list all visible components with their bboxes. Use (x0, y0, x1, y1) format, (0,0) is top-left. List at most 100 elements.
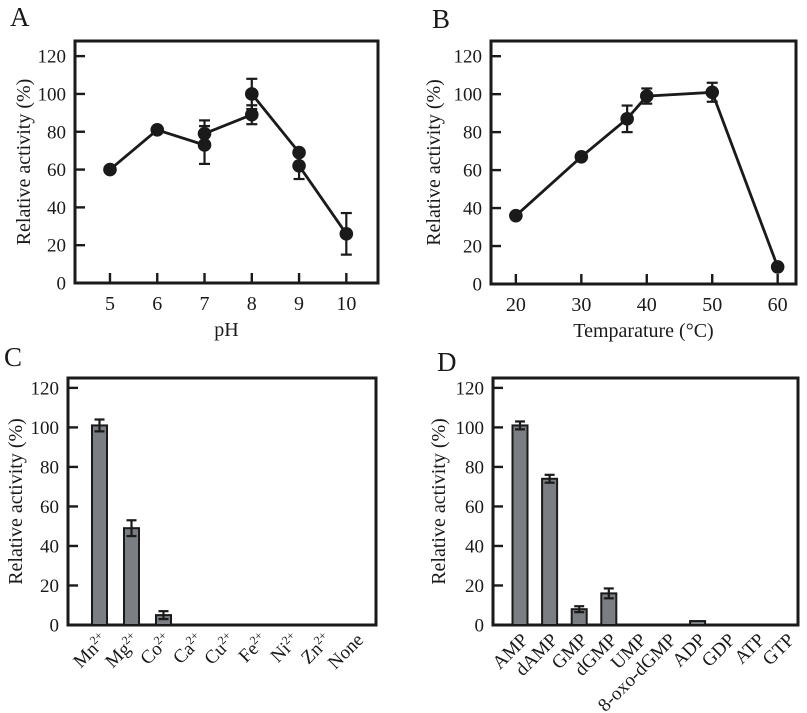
y-tick-label: 40 (47, 198, 66, 219)
data-point (620, 112, 634, 126)
y-axis: 0 20 40 60 80 100 120 (456, 378, 503, 637)
y-tick-label: 120 (31, 378, 60, 399)
plot-frame (73, 39, 380, 285)
panel-label-c: C (4, 342, 23, 372)
x-axis: 20 30 40 50 60 (506, 274, 788, 316)
category-label: Ni2+ (265, 628, 304, 667)
bar (541, 477, 559, 626)
data-point (150, 123, 165, 137)
data-line-segment (203, 113, 253, 135)
y-tick-label: 100 (31, 418, 60, 439)
data-point (574, 150, 589, 164)
data-line-segment (250, 93, 301, 154)
x-tick-label: 9 (294, 293, 304, 315)
y-axis: 0 20 40 60 80 100 120 (38, 47, 85, 295)
data-line-segment (297, 165, 348, 235)
y-axis-title: Relative activity (%) (428, 418, 450, 585)
y-tick-label: 120 (454, 47, 483, 68)
y-tick-label: 60 (47, 160, 66, 181)
x-tick-label: 5 (105, 293, 115, 315)
y-axis: 0 20 40 60 80 100 120 (31, 378, 78, 637)
data-point (705, 85, 720, 100)
x-tick-label: 30 (571, 294, 591, 316)
x-tick-label: 50 (702, 294, 722, 316)
panel-label-d: D (437, 347, 457, 377)
y-tick-label: 60 (463, 161, 482, 182)
y-tick-label: 60 (40, 497, 59, 518)
data-point (292, 145, 306, 160)
y-tick-label: 0 (57, 274, 67, 295)
y-tick-label: 40 (40, 536, 59, 557)
category-label: None (324, 630, 368, 674)
x-axis-title: pH (214, 319, 238, 341)
x-tick-label: 6 (152, 293, 162, 315)
y-tick-label: 20 (465, 576, 484, 597)
x-axis: 5 6 7 8 9 10 (105, 273, 356, 315)
y-tick-label: 100 (456, 418, 485, 439)
plot-frame (489, 39, 798, 286)
x-tick-label: 10 (336, 293, 356, 315)
y-tick-label: 20 (40, 576, 59, 597)
y-tick-label: 0 (50, 616, 60, 637)
y-axis-title: Relative activity (%) (423, 79, 445, 246)
panel-label-b: B (432, 4, 451, 34)
bars (511, 420, 707, 627)
data-point (770, 260, 785, 274)
panel-label-a: A (10, 2, 30, 32)
data-point (339, 227, 354, 241)
category-label: Mn2+ (68, 628, 112, 672)
y-axis-title: Relative activity (%) (13, 79, 35, 246)
x-tick-label: 7 (200, 293, 210, 315)
x-tick-label: 8 (247, 293, 257, 315)
y-axis-title: Relative activity (%) (5, 418, 27, 585)
x-axis-title: Temparature (°C) (573, 320, 713, 342)
y-tick-label: 40 (465, 536, 484, 557)
y-tick-label: 20 (47, 236, 66, 257)
bar (91, 424, 108, 627)
y-tick-label: 120 (38, 47, 67, 68)
y-tick-label: 80 (465, 457, 484, 478)
plot-frame (491, 376, 800, 627)
data-line (109, 93, 348, 235)
data-line (514, 90, 780, 268)
panel-b-temperature-activity-line-chart: 0 20 40 60 80 100 120 Relative activity (%) 20 30… (423, 39, 798, 342)
category-label: Ca2+ (168, 628, 208, 668)
y-tick-label: 100 (38, 84, 67, 105)
data-point (244, 107, 259, 122)
data-point (509, 208, 523, 223)
y-tick-label: 0 (473, 275, 483, 296)
bar (689, 620, 707, 627)
data-point (197, 138, 212, 152)
y-tick-label: 20 (463, 237, 482, 258)
plot-frame (66, 376, 378, 627)
data-line-segment (514, 90, 780, 268)
category-label: GTP (759, 630, 799, 670)
error-bars (199, 77, 352, 256)
category-label: Fe2+ (233, 628, 272, 667)
data-points (509, 85, 785, 274)
data-point (292, 158, 306, 173)
category-label: Mg2+ (100, 628, 144, 672)
category-label: Co2+ (135, 628, 176, 669)
data-point (639, 89, 654, 103)
y-tick-label: 60 (465, 497, 484, 518)
panel-d-substrate-activity-bar-chart: 0 20 40 60 80 100 120 Relative activity (%) AMPd… (428, 376, 800, 713)
y-tick-label: 100 (454, 85, 483, 106)
x-tick-label: 40 (637, 294, 657, 316)
data-point (103, 162, 117, 177)
y-axis: 0 20 40 60 80 100 120 (454, 47, 501, 296)
x-tick-label: 20 (506, 294, 526, 316)
y-tick-label: 80 (47, 122, 66, 143)
category-label: Cu2+ (199, 628, 240, 669)
y-tick-label: 80 (40, 457, 59, 478)
y-tick-label: 80 (463, 123, 482, 144)
bars (91, 418, 172, 627)
bar (511, 424, 529, 627)
data-point (244, 87, 259, 101)
data-point (197, 126, 212, 141)
bar (123, 527, 140, 626)
y-tick-label: 120 (456, 378, 485, 399)
